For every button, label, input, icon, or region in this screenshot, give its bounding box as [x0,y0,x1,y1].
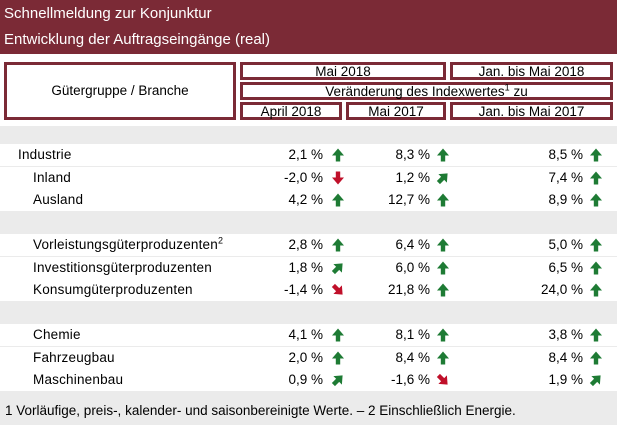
change-vs-mai-2017-value: 6,4 % [395,237,430,252]
change-vs-april-2018-value: 4,1 % [288,327,323,342]
change-vs-jan-mai-2017-value: 8,4 % [548,350,583,365]
table-row: Maschinenbau 0,9 % -1,6 % 1,9 % [0,369,617,391]
row-label: Fahrzeugbau [33,347,115,369]
arrow-up-icon [331,193,345,207]
change-vs-april-2018-value: 2,0 % [288,350,323,365]
arrow-up-icon [436,261,450,275]
table-row: Inland -2,0 % 1,2 % 7,4 % [0,167,617,189]
change-vs-jan-mai-2017-value: 8,5 % [548,147,583,162]
row-label: Konsumgüterproduzenten [33,279,193,301]
change-vs-mai-2017-value: 12,7 % [387,192,430,207]
row-label: Chemie [33,324,81,346]
row-label: Inland [33,167,71,189]
arrow-up-icon [331,328,345,342]
row-label: Maschinenbau [33,369,123,391]
row-label: Ausland [33,189,83,211]
arrow-up-icon [436,328,450,342]
arrow-up-icon [589,283,603,297]
arrow-down-icon [331,171,345,185]
change-vs-mai-2017-value: 6,0 % [395,260,430,275]
change-vs-mai-2017-value: 8,1 % [395,327,430,342]
table-row: Industrie 2,1 % 8,3 % 8,5 % [0,144,617,166]
column-header-mai-2018: Mai 2018 [240,62,446,80]
arrow-up-icon [436,283,450,297]
arrow-up-icon [436,193,450,207]
column-header-change: Veränderung des Indexwertes1 zu [240,82,613,100]
row-label-text: Konsumgüterproduzenten [33,282,193,297]
change-vs-mai-2017-value: 1,2 % [395,170,430,185]
change-vs-jan-mai-2017-value: 8,9 % [548,192,583,207]
arrow-up-icon [589,351,603,365]
arrow-up-icon [436,148,450,162]
arrow-up-icon [589,238,603,252]
row-label-text: Investitionsgüterproduzenten [33,260,212,275]
arrow-down-right-icon [331,283,345,297]
column-header-april-2018: April 2018 [240,102,342,120]
change-vs-jan-mai-2017-value: 24,0 % [540,282,583,297]
change-vs-april-2018-value: 4,2 % [288,192,323,207]
change-label: Veränderung des Indexwertes [325,84,505,99]
row-label: Industrie [18,144,72,166]
arrow-up-icon [331,238,345,252]
footnote-text: 1 Vorläufige, preis-, kalender- und sais… [5,403,516,418]
arrow-up-icon [589,328,603,342]
change-vs-april-2018-value: -1,4 % [283,282,323,297]
column-header-group: Gütergruppe / Branche [4,62,236,120]
change-vs-jan-mai-2017-value: 6,5 % [548,260,583,275]
table-row: Ausland 4,2 % 12,7 % 8,9 % [0,189,617,211]
table-header: Gütergruppe / Branche Mai 2018 Jan. bis … [0,56,617,126]
arrow-up-right-icon [436,171,450,185]
row-label: Vorleistungsgüterproduzenten2 [33,234,223,256]
change-vs-jan-mai-2017-value: 7,4 % [548,170,583,185]
change-vs-april-2018-value: 2,1 % [288,147,323,162]
title-bar: Schnellmeldung zur Konjunktur Entwicklun… [0,0,617,56]
row-footnote-mark: 2 [217,235,224,246]
arrow-up-right-icon [331,261,345,275]
row-label-text: Inland [33,170,71,185]
arrow-up-icon [589,148,603,162]
change-vs-jan-mai-2017-value: 1,9 % [548,372,583,387]
change-vs-jan-mai-2017-value: 5,0 % [548,237,583,252]
change-vs-mai-2017-value: 8,4 % [395,350,430,365]
change-vs-mai-2017-value: 8,3 % [395,147,430,162]
page-title: Schnellmeldung zur Konjunktur [4,5,212,22]
change-vs-april-2018-value: 0,9 % [288,372,323,387]
row-label-text: Fahrzeugbau [33,350,115,365]
change-vs-april-2018-value: 2,8 % [288,237,323,252]
change-vs-april-2018-value: 1,8 % [288,260,323,275]
arrow-up-icon [331,351,345,365]
arrow-up-icon [331,148,345,162]
arrow-up-icon [589,261,603,275]
column-header-jan-mai-2017: Jan. bis Mai 2017 [450,102,613,120]
arrow-up-right-icon [331,373,345,387]
arrow-up-icon [589,171,603,185]
change-vs-april-2018-value: -2,0 % [283,170,323,185]
row-label-text: Industrie [18,147,72,162]
table-row: Konsumgüterproduzenten -1,4 % 21,8 % 24,0 % [0,279,617,301]
row-label-text: Maschinenbau [33,372,124,387]
table-row: Chemie 4,1 % 8,1 % 3,8 % [0,324,617,346]
change-footnote-mark: 1 [504,82,510,93]
footnote: 1 Vorläufige, preis-, kalender- und sais… [0,397,617,425]
row-label: Investitionsgüterproduzenten [33,257,212,279]
column-header-jan-mai-2018: Jan. bis Mai 2018 [450,62,613,80]
table-row: Investitionsgüterproduzenten 1,8 % 6,0 % 6,… [0,257,617,279]
row-label-text: Vorleistungsgüterproduzenten [33,237,218,252]
table-row: Vorleistungsgüterproduzenten2 2,8 % 6,4 % 5… [0,234,617,256]
change-vs-mai-2017-value: 21,8 % [387,282,430,297]
arrow-down-right-icon [436,373,450,387]
column-header-mai-2017: Mai 2017 [346,102,446,120]
change-vs-mai-2017-value: -1,6 % [390,372,430,387]
arrow-up-icon [436,351,450,365]
arrow-up-icon [436,238,450,252]
change-suffix: zu [509,84,528,99]
page-subtitle: Entwicklung der Auftragseingänge (real) [4,31,270,48]
change-vs-jan-mai-2017-value: 3,8 % [548,327,583,342]
row-label-text: Chemie [33,327,81,342]
arrow-up-right-icon [589,373,603,387]
table-row: Fahrzeugbau 2,0 % 8,4 % 8,4 % [0,347,617,369]
arrow-up-icon [589,193,603,207]
row-label-text: Ausland [33,192,84,207]
